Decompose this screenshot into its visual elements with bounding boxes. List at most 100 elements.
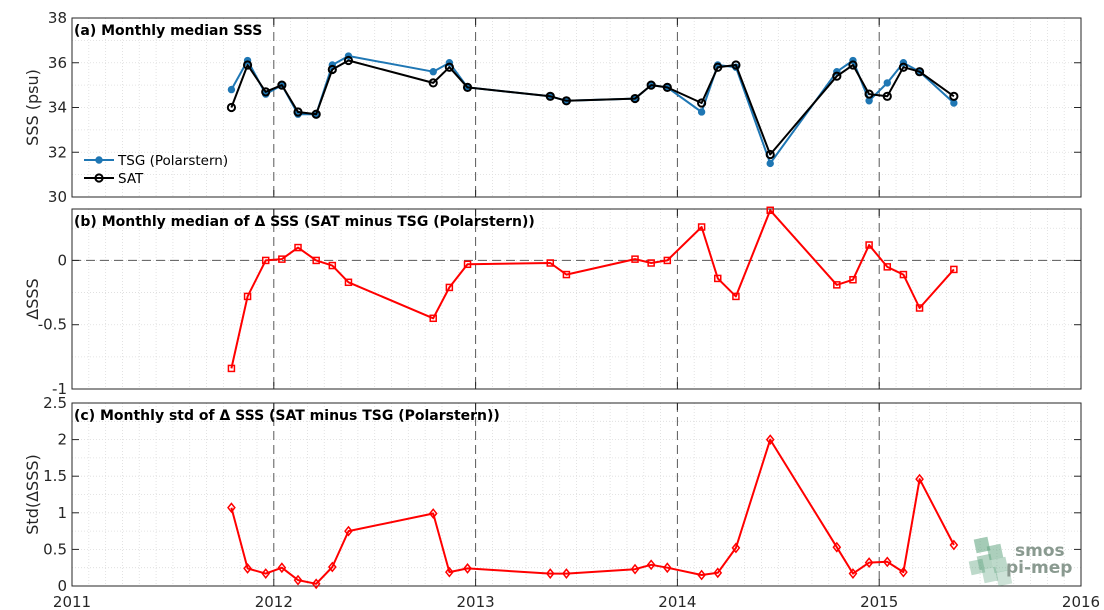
- data-point: [647, 259, 655, 267]
- data-point: [915, 304, 924, 312]
- data-point: [713, 567, 723, 579]
- minor-grid: [72, 18, 1081, 197]
- series: [227, 434, 959, 590]
- data-point: [765, 149, 775, 160]
- data-point: [429, 68, 437, 76]
- data-point: [561, 96, 572, 106]
- data-point: [899, 270, 908, 279]
- series: [227, 206, 958, 373]
- y-tick-label: 0.5: [43, 540, 67, 558]
- data-point: [227, 364, 236, 373]
- x-tick-label: 2015: [860, 593, 898, 610]
- data-point: [445, 566, 454, 578]
- data-point: [546, 259, 555, 267]
- y-tick-label: 32: [48, 143, 67, 161]
- data-point: [848, 568, 858, 579]
- y-tick-label: 38: [48, 9, 67, 27]
- legend-entry: TSG (Polarstern): [117, 153, 228, 169]
- y-tick-label: -0.5: [38, 316, 67, 334]
- y-tick-label: 0: [57, 251, 67, 269]
- data-point: [864, 89, 874, 99]
- y-tick-label: -1: [52, 380, 67, 398]
- y-tick-label: 1: [57, 504, 67, 522]
- series-line: [230, 59, 955, 156]
- y-tick-label: 36: [48, 54, 67, 72]
- data-point: [428, 508, 438, 519]
- data-point: [226, 102, 237, 113]
- x-tick-label: 2012: [255, 593, 293, 610]
- data-point: [311, 109, 321, 119]
- y-tick-label: 0: [57, 577, 67, 595]
- year-gridlines: [273, 18, 880, 197]
- y-tick-label: 30: [48, 188, 67, 206]
- x-ticks: [71, 209, 1082, 389]
- data-point: [732, 292, 740, 301]
- data-point: [462, 82, 473, 92]
- y-tick-label: 34: [48, 99, 67, 117]
- data-point: [243, 292, 252, 301]
- x-tick-label: 2016: [1062, 593, 1100, 610]
- x-tick-label: 2013: [457, 593, 495, 610]
- panel-title: (c) Monthly std of Δ SSS (SAT minus TSG …: [74, 408, 500, 424]
- data-point: [882, 556, 892, 568]
- y-axis-label: ΔSSS: [23, 278, 42, 319]
- data-point: [261, 87, 271, 97]
- data-point: [311, 578, 321, 590]
- data-point: [562, 568, 571, 579]
- panel-title: (b) Monthly median of Δ SSS (SAT minus T…: [74, 214, 535, 230]
- data-point: [95, 156, 103, 164]
- x-ticks: [71, 18, 1082, 197]
- minor-grid: [72, 209, 1081, 389]
- data-point: [293, 107, 303, 117]
- y-tick-label: 2.5: [43, 394, 67, 412]
- data-point: [899, 566, 908, 578]
- panel-title: (a) Monthly median SSS: [74, 23, 262, 39]
- panel-c: 0 0.5 1 1.5 2 2.5 Std(ΔSSS) (c) Monthly std of …: [23, 394, 1100, 610]
- data-point: [849, 275, 857, 284]
- legend-entry: SAT: [118, 171, 144, 187]
- data-point: [949, 539, 959, 551]
- data-point: [731, 60, 741, 70]
- data-point: [848, 60, 858, 70]
- data-point: [883, 79, 891, 87]
- data-point: [766, 159, 774, 168]
- data-point: [278, 255, 286, 263]
- data-point: [646, 80, 656, 90]
- data-point: [312, 256, 320, 265]
- year-gridlines: [273, 403, 880, 586]
- data-point: [227, 85, 236, 94]
- data-point: [882, 91, 892, 101]
- data-point: [914, 67, 925, 77]
- logo-cube: [968, 558, 986, 576]
- legend: TSG (Polarstern) SAT: [84, 153, 228, 187]
- data-point: [697, 108, 706, 116]
- logo-cube: [995, 569, 1013, 587]
- data-point: [242, 60, 253, 70]
- data-point: [277, 562, 287, 574]
- logo-text: smos: [1015, 541, 1065, 561]
- data-point: [646, 559, 656, 571]
- data-point: [293, 574, 303, 586]
- series-line: [230, 209, 955, 369]
- data-point: [832, 541, 842, 553]
- data-point: [463, 563, 472, 574]
- data-point: [545, 568, 555, 579]
- data-point: [327, 561, 337, 573]
- data-point: [631, 255, 639, 263]
- y-axis-label: SSS (psu): [23, 69, 42, 146]
- data-point: [950, 265, 958, 274]
- data-point: [713, 62, 723, 72]
- data-point: [444, 62, 454, 72]
- logo-cube: [973, 536, 991, 554]
- data-point: [261, 568, 271, 579]
- data-point: [277, 80, 287, 90]
- y-tick-label: 1.5: [43, 467, 67, 485]
- data-point: [765, 434, 775, 445]
- minor-grid: [72, 403, 1081, 586]
- logo-text: pi-mep: [1006, 558, 1072, 578]
- data-point: [833, 281, 841, 289]
- data-point: [243, 563, 252, 574]
- data-point: [94, 173, 104, 183]
- data-point: [327, 64, 337, 75]
